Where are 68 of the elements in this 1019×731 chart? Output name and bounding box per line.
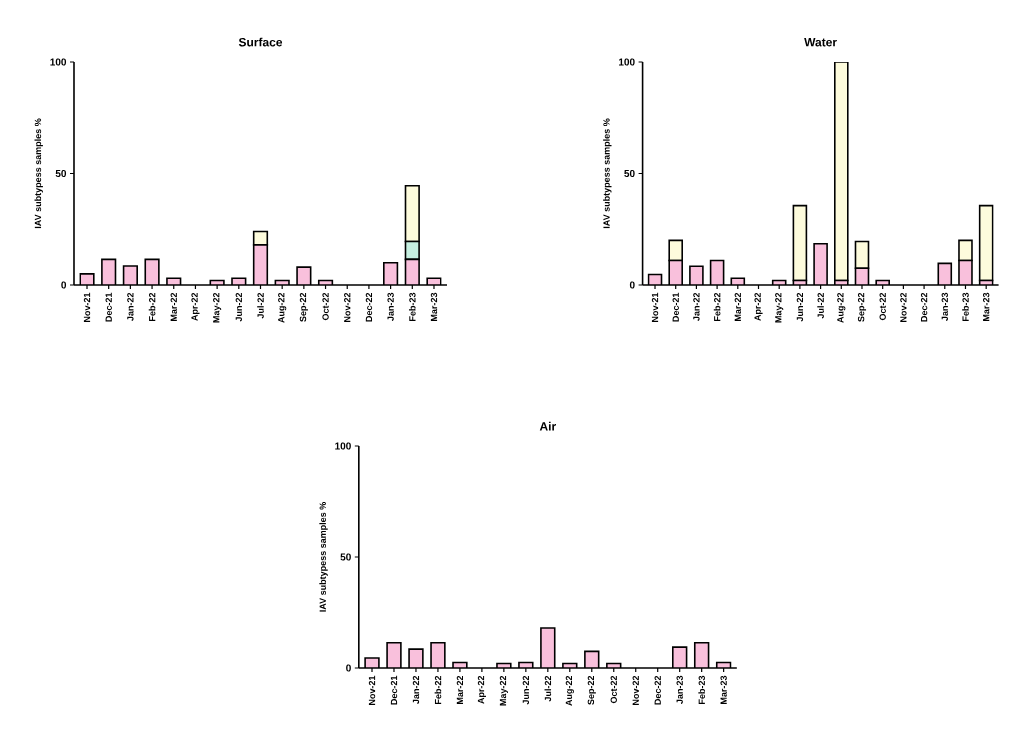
x-tick-label: Feb-22 xyxy=(148,292,156,321)
x-tick-label: Aug-22 xyxy=(278,292,287,323)
x-tick-label: Dec-22 xyxy=(920,292,928,322)
y-tick-label: 0 xyxy=(61,281,67,289)
y-tick-label: 100 xyxy=(335,442,351,450)
x-tick-label: Aug-22 xyxy=(837,292,846,323)
x-tick-label: Feb-23 xyxy=(408,292,416,321)
x-tick-label: Mar-23 xyxy=(720,675,727,704)
x-tick-label: Feb-23 xyxy=(962,292,969,321)
y-tick-label: 100 xyxy=(619,58,635,66)
x-tick-label: Dec-21 xyxy=(672,292,679,322)
x-tick-label: Sep-22 xyxy=(857,292,867,322)
x-tick-label: Dec-21 xyxy=(390,675,398,705)
x-tick-label: Mar-23 xyxy=(982,292,990,321)
x-tick-label: Jan-22 xyxy=(693,292,700,321)
x-tick-label: Oct-22 xyxy=(322,292,329,321)
x-tick-label: Mar-23 xyxy=(430,292,438,321)
x-tick-label: Apr-22 xyxy=(191,292,200,321)
x-tick-label: Jun-22 xyxy=(235,292,242,322)
x-tick-label: Jul-22 xyxy=(257,292,264,319)
x-tick-label: Aug-22 xyxy=(565,675,574,706)
x-tick-label: Nov-22 xyxy=(632,675,639,705)
y-axis-title: IAV subtypess samples % xyxy=(603,118,612,229)
bar xyxy=(978,204,994,282)
x-tick-label: Dec-22 xyxy=(654,675,661,705)
x-tick-label: Nov-21 xyxy=(368,675,376,705)
y-tick-label: 0 xyxy=(629,281,635,289)
y-axis-title: IAV subtypess samples % xyxy=(319,502,328,612)
x-tick-label: Mar-22 xyxy=(170,292,177,321)
x-tick-label: Jun-22 xyxy=(522,675,530,705)
chart-title: Air xyxy=(539,421,556,431)
x-tick-label: Nov-21 xyxy=(651,292,659,322)
x-tick-label: Sep-22 xyxy=(587,675,596,705)
x-tick-label: Feb-22 xyxy=(434,675,442,704)
y-axis-title: IAV subtypess samples % xyxy=(34,118,43,229)
x-tick-label: Oct-22 xyxy=(879,292,886,321)
x-tick-label: Dec-21 xyxy=(105,292,112,322)
x-tick-label: Feb-22 xyxy=(713,292,721,321)
y-tick-label: 50 xyxy=(55,169,67,178)
x-tick-label: Nov-22 xyxy=(344,292,351,322)
chart-title: Surface xyxy=(238,37,283,47)
x-tick-label: Sep-22 xyxy=(299,292,308,322)
x-tick-label: May-22 xyxy=(775,292,784,323)
x-tick-label: Jan-22 xyxy=(127,292,134,321)
x-tick-label: Nov-22 xyxy=(900,292,907,322)
x-tick-label: Jan-23 xyxy=(387,292,394,321)
x-tick-label: May-22 xyxy=(213,292,222,323)
chart-title: Water xyxy=(804,38,837,47)
x-tick-label: Jan-23 xyxy=(676,675,683,704)
y-tick-label: 100 xyxy=(50,58,67,66)
y-tick-label: 0 xyxy=(346,664,351,672)
x-tick-label: Oct-22 xyxy=(610,675,617,704)
x-tick-label: Nov-21 xyxy=(83,292,91,322)
x-tick-label: Jul-22 xyxy=(544,675,552,702)
x-tick-label: Jun-22 xyxy=(796,292,804,322)
x-tick-label: Mar-22 xyxy=(456,675,464,704)
x-tick-label: Apr-22 xyxy=(477,675,486,704)
bar xyxy=(792,204,808,282)
x-tick-label: Jul-22 xyxy=(817,292,824,319)
y-tick-label: 50 xyxy=(624,169,635,178)
x-tick-label: Apr-22 xyxy=(754,292,763,321)
y-tick-label: 50 xyxy=(340,553,351,561)
x-tick-label: Feb-23 xyxy=(698,675,705,704)
x-tick-label: Jan-22 xyxy=(412,675,420,704)
x-tick-label: May-22 xyxy=(499,675,508,706)
x-tick-label: Mar-22 xyxy=(734,292,741,321)
x-tick-label: Dec-22 xyxy=(365,292,373,322)
x-tick-label: Jan-23 xyxy=(941,292,948,321)
